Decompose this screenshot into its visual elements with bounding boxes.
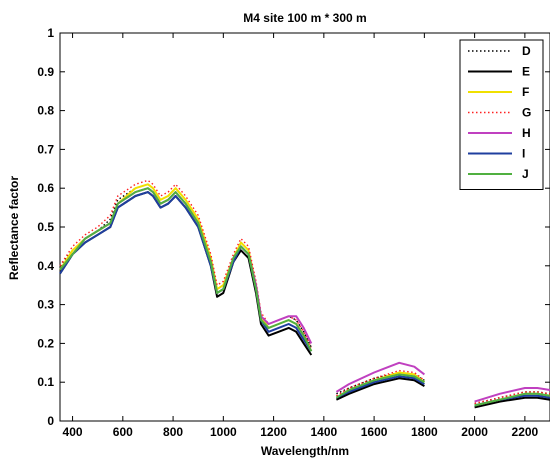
series-line-j: [59, 187, 313, 352]
legend-label-h: H: [522, 126, 531, 140]
y-tick-label: 1: [47, 26, 54, 40]
series-line-e: [335, 377, 425, 401]
series-d: [59, 183, 550, 405]
series-line-g: [336, 369, 425, 397]
legend-label-f: F: [522, 85, 529, 99]
y-tick-label: 0.5: [37, 220, 54, 234]
series-line-j: [335, 373, 425, 399]
x-tick-label: 600: [113, 425, 133, 439]
x-tick-label: 1000: [210, 425, 237, 439]
series-g: [59, 179, 550, 405]
x-tick-label: 2000: [461, 425, 488, 439]
y-tick-label: 0.7: [37, 142, 54, 156]
y-tick-label: 0.8: [37, 104, 54, 118]
chart-title: M4 site 100 m * 300 m: [243, 11, 366, 25]
series-e: [59, 191, 550, 409]
y-axis-label: Reflectance factor: [7, 176, 21, 280]
legend-box: [459, 39, 544, 190]
series-j: [59, 187, 550, 407]
series-line-e: [474, 396, 550, 409]
series-lines: [59, 179, 550, 409]
legend-label-g: G: [522, 106, 531, 120]
series-f: [59, 183, 550, 407]
y-tick-label: 0.1: [37, 375, 54, 389]
x-tick-label: 1400: [310, 425, 337, 439]
legend-label-e: E: [522, 65, 530, 79]
series-i: [59, 191, 550, 407]
y-tick-label: 0.3: [37, 298, 54, 312]
legend-label-d: D: [522, 44, 531, 58]
y-tick-label: 0.9: [37, 65, 54, 79]
series-line-i: [335, 375, 425, 399]
x-tick-label: 2200: [512, 425, 539, 439]
series-line-h: [335, 361, 426, 393]
series-line-i: [59, 191, 313, 352]
legend-label-i: I: [522, 147, 525, 161]
x-tick-label: 1600: [361, 425, 388, 439]
x-tick-label: 400: [63, 425, 83, 439]
legend-label-j: J: [522, 167, 529, 181]
series-line-g: [474, 391, 550, 405]
y-tick-label: 0.6: [37, 181, 54, 195]
x-tick-label: 1200: [260, 425, 287, 439]
x-tick-label: 1800: [411, 425, 438, 439]
series-h: [59, 187, 550, 403]
series-line-h: [59, 187, 313, 344]
series-line-h: [474, 387, 550, 403]
y-axis: 0 0.1 0.2 0.3 0.4 0.5 0.6 0.7 0.8 0.9 1: [37, 26, 550, 428]
y-tick-label: 0.4: [37, 259, 54, 273]
x-tick-label: 800: [163, 425, 183, 439]
x-axis-label: Wavelength/nm: [261, 444, 349, 458]
y-tick-label: 0.2: [37, 336, 54, 350]
y-tick-label: 0: [47, 414, 54, 428]
x-axis: 400 600 800 1000 1200 1400 1600 1800 2000 2200: [63, 33, 539, 439]
series-line-j: [474, 392, 550, 407]
